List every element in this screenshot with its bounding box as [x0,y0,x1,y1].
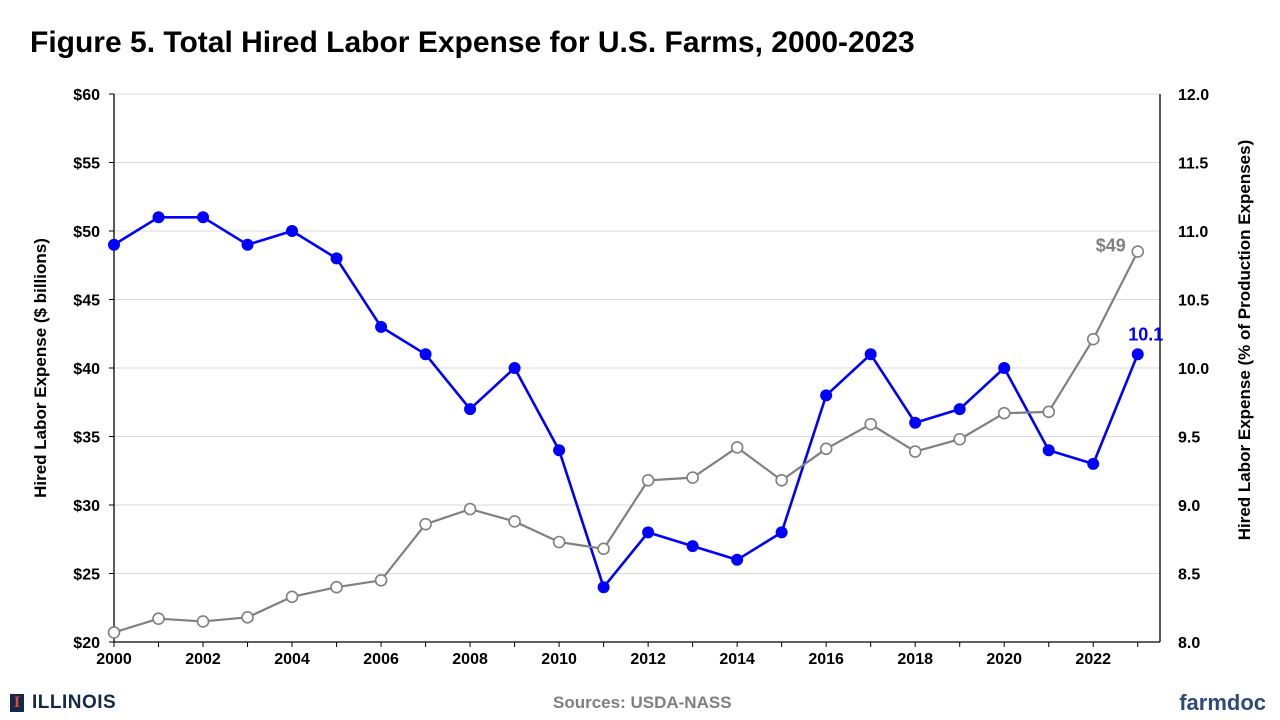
data-point-0 [820,389,833,402]
data-point-0 [1131,348,1144,361]
series-lines [113,216,1139,634]
y-left-tick-label: $35 [73,430,100,447]
data-point-1 [686,471,699,484]
data-point-0 [1087,457,1100,470]
y-right-tick-label: 11.0 [1178,224,1208,241]
data-point-1 [997,406,1011,420]
illinois-wordmark: ILLINOIS [32,692,117,713]
data-point-0 [1042,444,1055,457]
data-point-0 [419,348,432,361]
data-point-1 [953,432,967,446]
data-points [107,211,1145,639]
x-tick-label: 2004 [274,651,310,668]
data-point-1 [419,517,432,531]
data-point-1 [819,442,833,456]
y-right-tick-label: 9.0 [1178,498,1200,515]
data-labels: $49 10.1 [1096,236,1164,345]
data-label: $49 [1096,236,1126,256]
data-point-0 [108,238,120,251]
tick-labels: $20 8.0 $25 8.5 $30 9.0 $35 9.5 $40 10.0 $45 10.5 $5… [73,87,1209,668]
x-tick-label: 2020 [986,651,1022,668]
data-point-0 [330,252,343,265]
data-point-1 [552,535,566,549]
y-right-tick-label: 11.5 [1178,156,1208,173]
data-point-1 [775,474,788,487]
x-tick-label: 2012 [630,651,666,668]
y-axis-right-title: Hired Labor Expense (% of Production Exp… [1235,140,1254,541]
data-point-0 [553,444,566,457]
data-label: 10.1 [1128,324,1163,344]
y-left-tick-label: $40 [73,361,100,378]
data-point-1 [196,615,210,628]
data-point-0 [731,553,744,566]
data-point-0 [464,403,477,416]
y-left-tick-label: $25 [73,567,100,584]
data-point-1 [908,445,922,458]
data-point-1 [152,612,165,626]
y-left-tick-label: $55 [73,156,100,173]
series-line-1 [113,251,1139,634]
x-tick-label: 2000 [96,651,132,668]
x-tick-label: 2014 [719,651,755,668]
data-point-0 [909,416,922,429]
x-tick-label: 2008 [452,651,488,668]
data-point-0 [953,403,966,416]
data-point-1 [730,441,744,454]
gridlines [114,93,1160,574]
data-point-1 [508,515,521,528]
y-right-tick-label: 12.0 [1178,87,1209,104]
y-left-tick-label: $30 [73,498,100,515]
data-point-0 [375,320,388,333]
series-line-0 [113,216,1139,589]
data-point-1 [107,626,121,639]
data-point-1 [330,580,343,594]
data-point-1 [864,417,877,431]
data-point-0 [775,526,788,539]
data-point-0 [197,211,210,224]
x-tick-label: 2010 [541,651,577,668]
data-point-0 [241,238,254,251]
data-point-0 [597,581,610,594]
y-right-tick-label: 10.5 [1178,293,1209,310]
data-point-1 [463,502,477,516]
axes [109,93,1161,647]
y-left-tick-label: $45 [73,293,100,310]
illinois-logo: I ILLINOIS [10,692,116,714]
x-tick-label: 2018 [897,651,933,668]
data-point-1 [1131,245,1145,258]
data-point-1 [641,474,655,487]
sources-note: Sources: USDA-NASS [553,693,732,712]
x-tick-label: 2006 [363,651,399,668]
x-tick-label: 2002 [185,651,221,668]
data-point-1 [1086,332,1100,346]
data-point-0 [152,211,165,224]
illinois-block-i-icon: I [10,694,24,712]
y-right-tick-label: 9.5 [1178,430,1200,447]
data-point-1 [374,574,388,587]
data-point-0 [998,362,1011,374]
y-right-tick-label: 8.0 [1178,635,1200,652]
y-right-tick-label: 8.5 [1178,567,1200,584]
data-point-0 [642,526,655,539]
data-point-0 [864,348,877,361]
data-point-0 [286,225,299,237]
data-point-1 [597,542,610,556]
data-point-0 [508,362,521,374]
y-right-tick-label: 10.0 [1178,361,1209,378]
x-tick-label: 2016 [808,651,844,668]
data-point-1 [241,611,254,624]
data-point-1 [1042,405,1056,419]
y-left-tick-label: $50 [73,224,100,241]
data-point-0 [686,540,699,553]
x-tick-label: 2022 [1075,651,1111,668]
farmdoc-logo: farmdoc [1179,690,1266,715]
y-left-tick-label: $60 [73,87,100,104]
chart-title: Figure 5. Total Hired Labor Expense for … [30,26,915,59]
y-axis-left-title: Hired Labor Expense ($ billions) [31,238,50,498]
y-left-tick-label: $20 [73,635,100,652]
data-point-1 [285,590,299,604]
